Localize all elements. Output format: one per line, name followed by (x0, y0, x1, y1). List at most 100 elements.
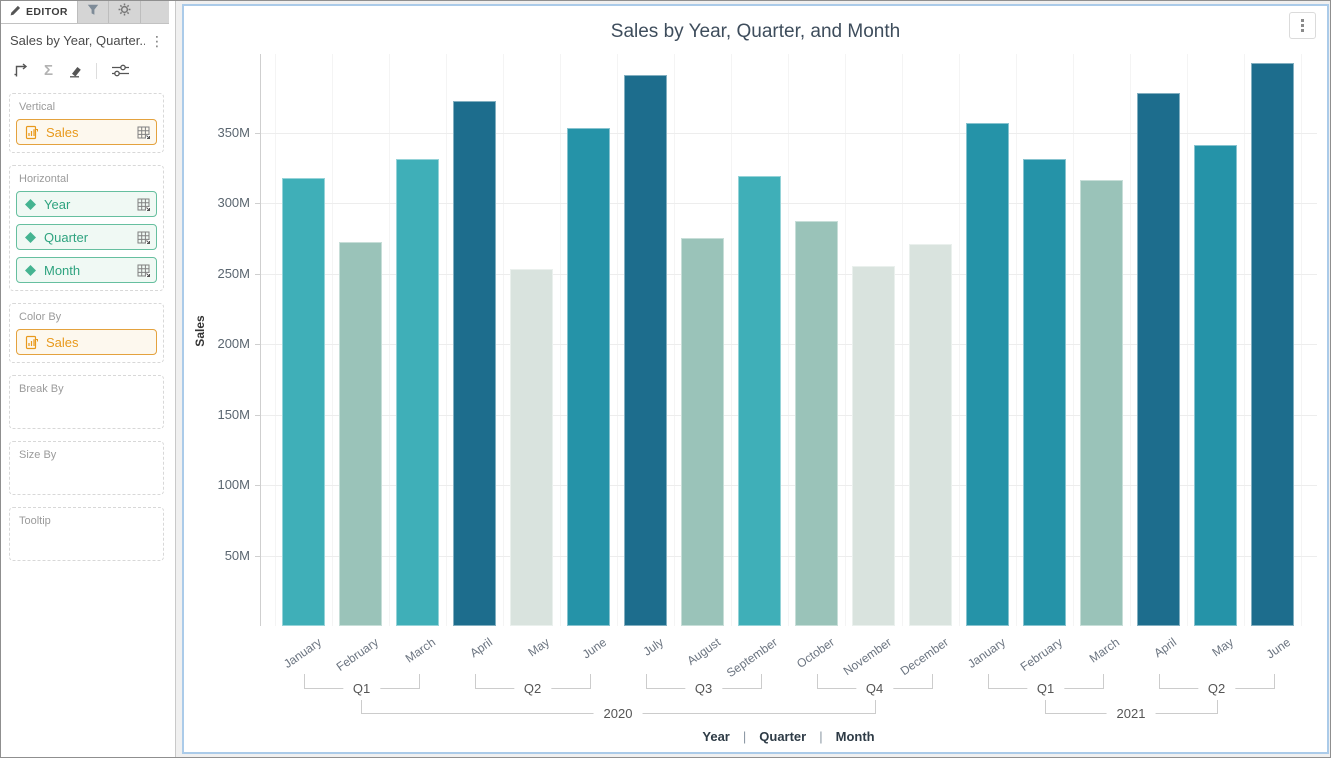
x-label-january: January (964, 635, 1008, 671)
gridline (845, 54, 846, 626)
quarter-bracket-q2: Q2 (474, 674, 591, 696)
bar-january-2020[interactable] (282, 177, 325, 626)
y-tick-mark (255, 273, 260, 275)
field-wells: Vertical Sales Horizontal Year Quarter Month C… (1, 91, 175, 561)
y-tick-mark (255, 555, 260, 557)
year-bracket-2020: 2020 (360, 700, 876, 721)
quarter-bracket-q4: Q4 (816, 674, 933, 696)
legend-item-month: Month (835, 729, 875, 744)
y-tick-mark (255, 414, 260, 416)
quarter-bracket-q1: Q1 (303, 674, 420, 696)
field-chip-label: Month (44, 262, 81, 278)
quarter-bracket-q2: Q2 (1158, 674, 1275, 696)
bar-june-2020[interactable] (567, 128, 610, 626)
bar-march-2021[interactable] (1080, 180, 1123, 626)
gridline (1073, 54, 1074, 626)
gridline (902, 54, 903, 626)
eraser-icon[interactable] (67, 64, 82, 78)
gridline (1130, 54, 1131, 626)
bar-september-2020[interactable] (738, 176, 781, 626)
toolbar-divider (96, 62, 98, 79)
bar-november-2020[interactable] (852, 266, 895, 626)
bar-december-2020[interactable] (909, 243, 952, 626)
bar-may-2021[interactable] (1194, 145, 1237, 626)
table-grid-icon[interactable] (137, 126, 150, 139)
bar-october-2020[interactable] (795, 221, 838, 626)
gridline (1301, 54, 1302, 626)
bar-january-2021[interactable] (966, 122, 1009, 626)
bar-april-2020[interactable] (453, 101, 496, 626)
sliders-icon[interactable] (111, 64, 130, 77)
gridline (446, 54, 447, 626)
x-label-june: June (579, 635, 609, 662)
gridline (674, 54, 675, 626)
quarter-label: Q1 (1026, 681, 1065, 696)
well-horizontal[interactable]: Horizontal Year Quarter Month (9, 165, 164, 291)
x-label-july: July (640, 635, 666, 659)
gridline (260, 555, 1317, 557)
table-grid-icon[interactable] (137, 198, 150, 211)
sigma-icon[interactable]: Σ (44, 62, 54, 79)
gridline (260, 414, 1317, 416)
kebab-menu-icon[interactable] (1289, 12, 1316, 39)
quarter-label: Q1 (342, 681, 381, 696)
x-label-november: November (840, 635, 894, 679)
field-chip-sales[interactable]: Sales (16, 119, 157, 145)
tab-filters[interactable] (78, 1, 109, 23)
well-break-by[interactable]: Break By (9, 375, 164, 429)
y-tick-mark (255, 203, 260, 204)
quarter-label: Q3 (684, 681, 723, 696)
field-chip-label: Sales (46, 334, 79, 350)
widget-menu-button[interactable]: ⋮ (150, 32, 164, 49)
bar-march-2020[interactable] (396, 159, 439, 626)
measure-icon (24, 335, 39, 350)
y-tick-label: 250M (217, 265, 250, 281)
funnel-icon (87, 3, 99, 21)
dimension-diamond-icon (24, 264, 37, 277)
bar-may-2020[interactable] (510, 269, 553, 626)
y-tick-mark (255, 132, 260, 134)
well-size-by[interactable]: Size By (9, 441, 164, 495)
year-label: 2020 (593, 706, 643, 721)
gridline (1016, 54, 1017, 626)
tab-editor[interactable]: EDITOR (1, 1, 78, 23)
bar-february-2021[interactable] (1023, 159, 1066, 626)
x-label-march: March (1086, 635, 1122, 666)
x-label-september: September (723, 635, 780, 681)
field-chip-year[interactable]: Year (16, 191, 157, 217)
bar-august-2020[interactable] (681, 238, 724, 626)
x-label-may: May (1208, 635, 1236, 660)
legend-item-quarter: Quarter (759, 729, 807, 744)
y-tick-mark (255, 485, 260, 486)
well-vertical[interactable]: Vertical Sales (9, 93, 164, 153)
sidebar-tabbar: EDITOR (1, 1, 169, 24)
well-tooltip[interactable]: Tooltip (9, 507, 164, 561)
measure-icon (24, 125, 39, 140)
gridline (788, 54, 789, 626)
gridline (560, 54, 561, 626)
field-chip-sales[interactable]: Sales (16, 329, 157, 355)
bar-february-2020[interactable] (339, 242, 382, 626)
y-axis-title: Sales (193, 315, 207, 347)
x-axis-legend: Year | Quarter | Month (260, 729, 1317, 744)
well-label: Color By (19, 311, 62, 323)
bar-july-2020[interactable] (624, 74, 667, 626)
chart-widget-panel: Sales by Year, Quarter, and Month 50M 100… (182, 4, 1329, 754)
table-grid-icon[interactable] (137, 231, 150, 244)
y-tick-label: 150M (217, 406, 250, 422)
field-chip-quarter[interactable]: Quarter (16, 224, 157, 250)
well-color-by[interactable]: Color By Sales (9, 303, 164, 363)
bar-june-2021[interactable] (1251, 63, 1294, 626)
bar-april-2021[interactable] (1137, 93, 1180, 626)
tab-settings[interactable] (109, 1, 141, 23)
pencil-icon (10, 3, 21, 21)
plot-area: 50M 100M 150M 200M 250M 300M 350M Sales January F… (184, 6, 1327, 752)
field-chip-month[interactable]: Month (16, 257, 157, 283)
gridline (389, 54, 390, 626)
axes-arrow-icon[interactable] (13, 63, 30, 78)
quarter-label: Q2 (513, 681, 552, 696)
chart-title: Sales by Year, Quarter, and Month (610, 21, 901, 42)
table-grid-icon[interactable] (137, 264, 150, 277)
dimension-diamond-icon (24, 231, 37, 244)
x-label-october: October (793, 635, 837, 671)
